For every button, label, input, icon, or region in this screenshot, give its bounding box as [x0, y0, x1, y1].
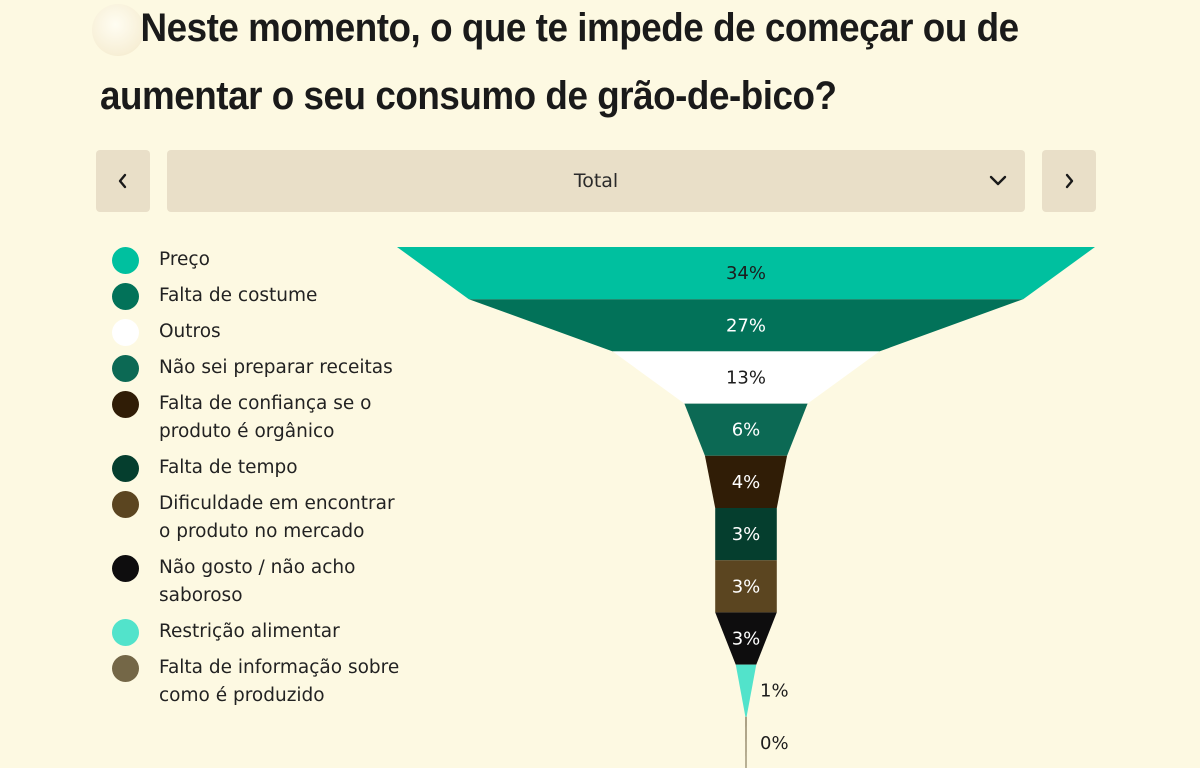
- legend-label: Falta de informação sobre como é produzi…: [159, 657, 400, 706]
- funnel-value-label: 4%: [732, 472, 761, 493]
- legend-item[interactable]: Restrição alimentar: [112, 618, 402, 646]
- segment-select[interactable]: Total: [167, 150, 1025, 212]
- legend-swatch: [112, 319, 139, 346]
- legend-item[interactable]: Preço: [112, 246, 402, 274]
- funnel-segment[interactable]: [735, 664, 757, 717]
- chart-title: Neste momento, o que te impede de começa…: [100, 0, 1020, 136]
- chevron-down-icon: [989, 175, 1007, 186]
- legend-label: Falta de tempo: [159, 457, 298, 478]
- legend-label: Falta de costume: [159, 285, 318, 306]
- legend-item[interactable]: Outros: [112, 318, 402, 346]
- funnel-value-label: 34%: [726, 263, 766, 284]
- funnel-value-label: 1%: [760, 681, 789, 702]
- legend-label: Falta de confiança se o produto é orgâni…: [159, 393, 372, 442]
- legend-swatch: [112, 391, 139, 418]
- legend-swatch: [112, 283, 139, 310]
- funnel-segment[interactable]: [397, 247, 1095, 300]
- legend-item[interactable]: Dificuldade em encontrar o produto no me…: [112, 490, 402, 546]
- legend-swatch: [112, 455, 139, 482]
- legend-item[interactable]: Não sei preparar receitas: [112, 354, 402, 382]
- chart-legend: Preço Falta de costume Outros Não sei prepa…: [112, 246, 402, 718]
- title-line-2: aumentar o seu consumo de grão-de-bico?: [100, 74, 837, 118]
- legend-label: Dificuldade em encontrar o produto no me…: [159, 493, 395, 542]
- legend-swatch: [112, 655, 139, 682]
- segment-select-value: Total: [573, 170, 619, 192]
- funnel-segment[interactable]: [704, 455, 788, 508]
- legend-label: Preço: [159, 249, 210, 270]
- funnel-value-label: 13%: [726, 368, 766, 389]
- funnel-value-label: 0%: [760, 733, 789, 754]
- funnel-segment[interactable]: [715, 560, 777, 613]
- funnel-segment[interactable]: [612, 351, 880, 404]
- funnel-segment[interactable]: [468, 299, 1024, 352]
- legend-item[interactable]: Falta de confiança se o produto é orgâni…: [112, 390, 402, 446]
- brand-logo: [92, 4, 144, 56]
- funnel-chart: 34% 27% 13% 6% 4% 3% 3% 3% 1% 0%: [397, 247, 1095, 768]
- legend-swatch: [112, 247, 139, 274]
- funnel-value-label: 3%: [732, 524, 761, 545]
- title-line-1: Neste momento, o que te impede de começa…: [140, 6, 1019, 50]
- funnel-value-label: 27%: [726, 315, 766, 336]
- legend-item[interactable]: Não gosto / não acho saboroso: [112, 554, 402, 610]
- funnel-value-label: 3%: [732, 629, 761, 650]
- funnel-value-label: 6%: [732, 420, 761, 441]
- legend-label: Restrição alimentar: [159, 621, 340, 642]
- previous-button[interactable]: [96, 150, 150, 212]
- funnel-segment[interactable]: [715, 508, 777, 561]
- funnel-segment[interactable]: [745, 716, 747, 768]
- legend-label: Não sei preparar receitas: [159, 357, 393, 378]
- legend-swatch: [112, 491, 139, 518]
- legend-item[interactable]: Falta de tempo: [112, 454, 402, 482]
- chevron-right-icon: [1065, 173, 1074, 189]
- legend-swatch: [112, 619, 139, 646]
- funnel-segment[interactable]: [684, 403, 808, 456]
- chevron-left-icon: [118, 173, 127, 189]
- legend-item[interactable]: Falta de informação sobre como é produzi…: [112, 654, 402, 710]
- funnel-value-label: 3%: [732, 576, 761, 597]
- legend-label: Não gosto / não acho saboroso: [159, 557, 356, 606]
- next-button[interactable]: [1042, 150, 1096, 212]
- legend-label: Outros: [159, 321, 221, 342]
- legend-item[interactable]: Falta de costume: [112, 282, 402, 310]
- legend-swatch: [112, 555, 139, 582]
- legend-swatch: [112, 355, 139, 382]
